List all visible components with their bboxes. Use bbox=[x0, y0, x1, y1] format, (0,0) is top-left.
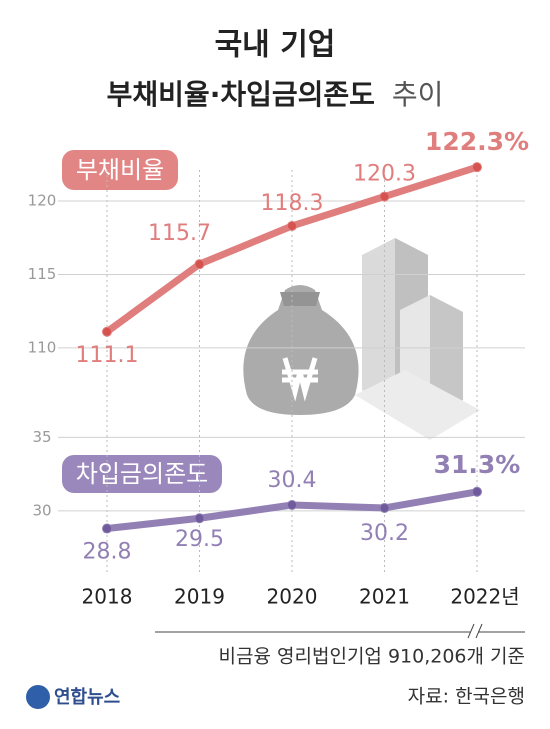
legend-label: 차입금의존도 bbox=[76, 460, 208, 488]
x-tick-label: 2018 bbox=[82, 585, 133, 609]
value-label: 111.1 bbox=[76, 343, 139, 368]
y-tick-label: 35 bbox=[32, 428, 51, 446]
data-point-core bbox=[380, 503, 389, 512]
value-label: 28.8 bbox=[83, 540, 132, 565]
data-point-core bbox=[195, 260, 204, 269]
x-tick-label: 2019 bbox=[174, 585, 225, 609]
value-label: 30.2 bbox=[360, 521, 409, 546]
value-label: 30.4 bbox=[268, 468, 317, 493]
legend-label: 부채비율 bbox=[76, 156, 164, 184]
data-point-core bbox=[103, 327, 111, 336]
data-point-core bbox=[288, 221, 296, 230]
title-line2: 부채비율·차입금의존도 추이 bbox=[107, 78, 444, 111]
value-label: 120.3 bbox=[353, 162, 416, 187]
data-point-core bbox=[380, 192, 389, 201]
y-tick-label: 115 bbox=[28, 265, 57, 283]
data-point-core bbox=[195, 514, 204, 523]
illustration bbox=[243, 238, 480, 440]
source: 자료: 한국은행 bbox=[408, 686, 525, 708]
x-tick-label: 2020 bbox=[267, 585, 318, 609]
plot: 2018 2019 2020 2021 2022년 110 115 120 111.1 115.7… bbox=[28, 127, 529, 608]
title-suffix: 추이 bbox=[392, 78, 444, 111]
value-label: 29.5 bbox=[175, 527, 224, 552]
title-line1: 국내 기업 bbox=[215, 28, 336, 63]
data-point-core bbox=[288, 501, 296, 509]
legend-box bbox=[62, 455, 222, 493]
data-point-core bbox=[473, 163, 481, 172]
x-tick-label: 2022년 bbox=[450, 585, 519, 609]
y-tick-label: 30 bbox=[32, 501, 51, 519]
legend-box bbox=[62, 150, 178, 190]
note-break bbox=[467, 623, 483, 639]
y-tick-label: 110 bbox=[28, 338, 57, 356]
logo-icon bbox=[26, 685, 50, 709]
data-point-core bbox=[473, 487, 481, 496]
value-label: 118.3 bbox=[261, 191, 324, 216]
data-point-core bbox=[103, 524, 111, 533]
logo: 연합뉴스 bbox=[54, 686, 120, 708]
value-label: 122.3% bbox=[425, 127, 529, 156]
title-main: 부채비율·차입금의존도 bbox=[107, 78, 375, 111]
y-tick-label: 120 bbox=[28, 191, 57, 209]
value-label: 31.3% bbox=[434, 450, 521, 479]
value-label: 115.7 bbox=[148, 221, 211, 246]
note: 비금융 영리법인기업 910,206개 기준 bbox=[219, 646, 525, 668]
x-tick-label: 2021 bbox=[359, 585, 410, 609]
